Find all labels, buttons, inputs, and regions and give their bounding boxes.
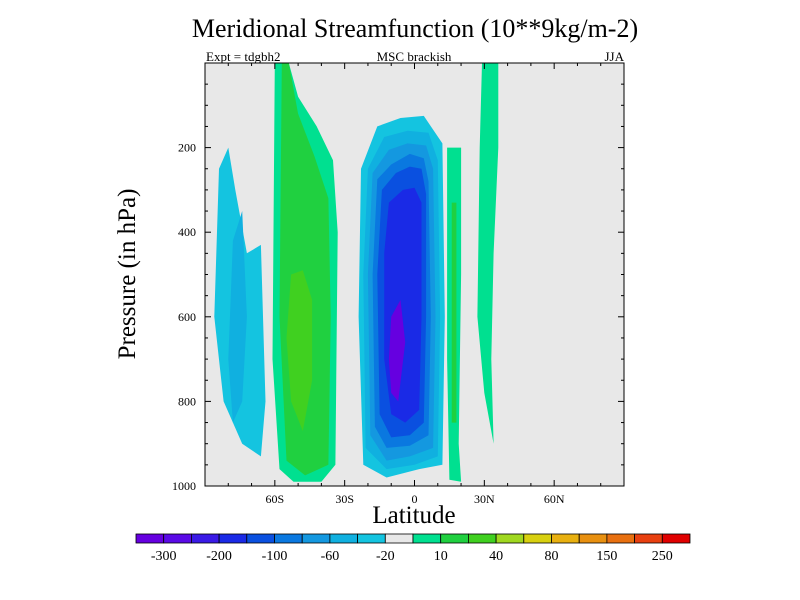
colorbar-swatch <box>606 533 636 544</box>
y-tick-label: 400 <box>178 225 196 239</box>
colorbar-label: -60 <box>321 549 340 564</box>
y-tick-label: 800 <box>178 394 196 408</box>
axes: 60S 30S 0 30N 60N 200 400 600 800 1000 <box>172 63 624 506</box>
y-tick-label: 200 <box>178 141 196 155</box>
southern-polar-fill <box>228 211 247 423</box>
colorbar: -300 -200 -100 -60 -20 10 40 80 150 250 <box>135 533 691 564</box>
colorbar-swatch <box>301 533 331 544</box>
colorbar-swatch <box>190 533 220 544</box>
contour-fills <box>209 63 541 486</box>
colorbar-label: 40 <box>489 549 503 564</box>
x-tick-label: 60S <box>265 492 284 506</box>
x-tick-label: 0 <box>412 492 418 506</box>
x-tick-label: 60N <box>544 492 565 506</box>
experiment-label: Expt = tdgbh2 <box>206 49 281 64</box>
colorbar-swatch <box>246 533 275 544</box>
colorbar-swatch <box>634 533 663 544</box>
colorbar-swatch <box>384 533 414 544</box>
colorbar-swatch <box>467 533 497 544</box>
colorbar-label: -20 <box>376 549 395 564</box>
colorbar-swatch <box>412 533 442 544</box>
colorbar-label: 250 <box>652 549 673 564</box>
colorbar-label: -100 <box>262 549 288 564</box>
colorbar-swatch <box>440 533 469 544</box>
northern-cell-fill <box>477 63 499 444</box>
x-tick-label: 30N <box>474 492 495 506</box>
colorbar-label: 150 <box>596 549 617 564</box>
colorbar-swatch <box>495 533 525 544</box>
x-tick-label: 30S <box>335 492 354 506</box>
northern-mid-fill <box>526 223 541 436</box>
colorbar-swatch <box>578 533 608 544</box>
colorbar-swatch <box>661 533 691 544</box>
southern-ferrel-fill <box>286 270 313 431</box>
x-axis-label: Latitude <box>372 502 456 529</box>
colorbar-swatch <box>135 533 165 544</box>
colorbar-swatch <box>329 533 358 544</box>
colorbar-swatch <box>551 533 580 544</box>
hadley-fill <box>388 299 406 402</box>
hadley-fill <box>384 187 422 423</box>
colorbar-swatch <box>357 533 386 544</box>
colorbar-swatch <box>523 533 552 544</box>
season-label: JJA <box>604 49 624 64</box>
y-tick-label: 600 <box>178 310 196 324</box>
northern-band-fill <box>451 202 457 423</box>
colorbar-label: 10 <box>434 549 448 564</box>
colorbar-swatch <box>274 533 303 544</box>
colorbar-swatch <box>163 533 192 544</box>
colorbar-swatch <box>218 533 248 544</box>
colorbar-label: 80 <box>545 549 559 564</box>
colorbar-label: -300 <box>151 549 177 564</box>
case-label: MSC brackish <box>376 49 452 64</box>
colorbar-label: -200 <box>206 549 232 564</box>
y-tick-label: 1000 <box>172 479 196 493</box>
chart-title: Meridional Streamfunction (10**9kg/m-2) <box>191 14 639 43</box>
